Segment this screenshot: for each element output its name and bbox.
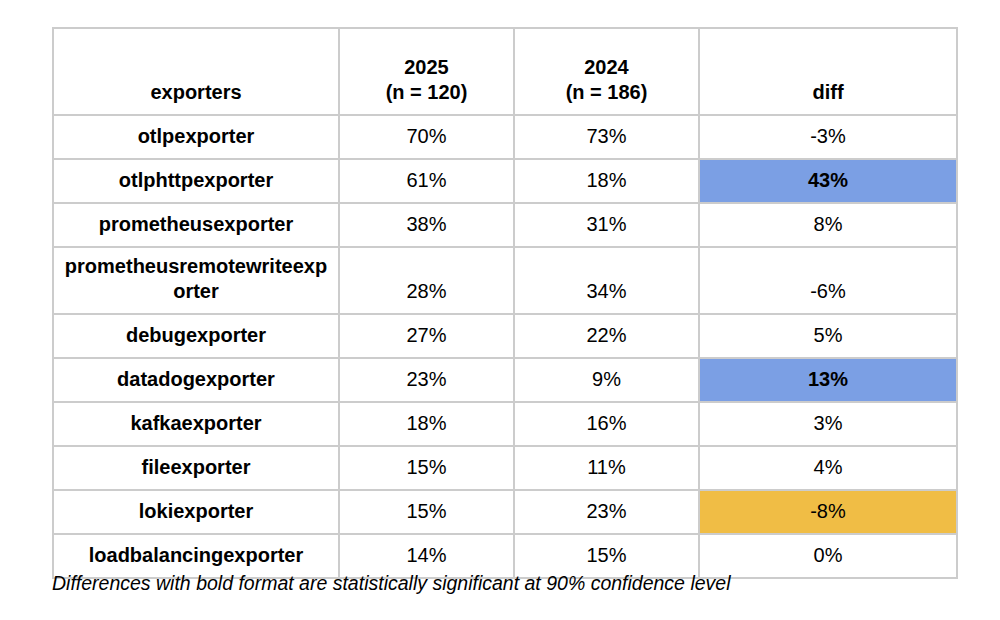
exporters-table-container: exporters 2025 (n = 120) 2024 (n = 186) … <box>52 27 958 579</box>
exporter-name-cell: otlpexporter <box>53 115 339 159</box>
table-row: kafkaexporter 18% 16% 3% <box>53 402 957 446</box>
header-2025: 2025 (n = 120) <box>339 28 514 115</box>
header-2024: 2024 (n = 186) <box>514 28 699 115</box>
diff-cell: 8% <box>699 203 957 247</box>
diff-cell: 5% <box>699 314 957 358</box>
diff-cell: -8% <box>699 490 957 534</box>
exporter-name-cell: debugexporter <box>53 314 339 358</box>
value-2024-cell: 31% <box>514 203 699 247</box>
table-header-row: exporters 2025 (n = 120) 2024 (n = 186) … <box>53 28 957 115</box>
significance-footnote: Differences with bold format are statist… <box>52 572 731 595</box>
diff-cell: -3% <box>699 115 957 159</box>
value-2025-cell: 15% <box>339 490 514 534</box>
exporters-table: exporters 2025 (n = 120) 2024 (n = 186) … <box>52 27 958 579</box>
value-2024-cell: 18% <box>514 159 699 203</box>
exporter-name-cell: prometheusexporter <box>53 203 339 247</box>
value-2025-cell: 15% <box>339 446 514 490</box>
value-2025-cell: 70% <box>339 115 514 159</box>
value-2024-cell: 34% <box>514 247 699 314</box>
page: exporters 2025 (n = 120) 2024 (n = 186) … <box>0 0 1000 620</box>
value-2024-cell: 23% <box>514 490 699 534</box>
value-2025-cell: 61% <box>339 159 514 203</box>
exporter-name-cell: prometheusremotewriteexporter <box>53 247 339 314</box>
diff-cell: -6% <box>699 247 957 314</box>
value-2024-cell: 16% <box>514 402 699 446</box>
diff-cell: 0% <box>699 534 957 578</box>
value-2025-cell: 38% <box>339 203 514 247</box>
value-2024-cell: 22% <box>514 314 699 358</box>
header-diff: diff <box>699 28 957 115</box>
table-row: lokiexporter 15% 23% -8% <box>53 490 957 534</box>
table-row: prometheusexporter 38% 31% 8% <box>53 203 957 247</box>
diff-cell: 3% <box>699 402 957 446</box>
table-body: otlpexporter 70% 73% -3% otlphttpexporte… <box>53 115 957 578</box>
value-2025-cell: 23% <box>339 358 514 402</box>
table-row: debugexporter 27% 22% 5% <box>53 314 957 358</box>
value-2024-cell: 11% <box>514 446 699 490</box>
exporter-name-cell: datadogexporter <box>53 358 339 402</box>
header-exporters: exporters <box>53 28 339 115</box>
exporter-name-cell: fileexporter <box>53 446 339 490</box>
value-2025-cell: 28% <box>339 247 514 314</box>
value-2025-cell: 27% <box>339 314 514 358</box>
exporter-name-cell: lokiexporter <box>53 490 339 534</box>
table-row: prometheusremotewriteexporter 28% 34% -6… <box>53 247 957 314</box>
table-row: otlpexporter 70% 73% -3% <box>53 115 957 159</box>
exporter-name-cell: otlphttpexporter <box>53 159 339 203</box>
value-2024-cell: 73% <box>514 115 699 159</box>
diff-cell: 43% <box>699 159 957 203</box>
diff-cell: 4% <box>699 446 957 490</box>
table-row: otlphttpexporter 61% 18% 43% <box>53 159 957 203</box>
table-row: fileexporter 15% 11% 4% <box>53 446 957 490</box>
diff-cell: 13% <box>699 358 957 402</box>
value-2024-cell: 9% <box>514 358 699 402</box>
value-2025-cell: 18% <box>339 402 514 446</box>
exporter-name-cell: kafkaexporter <box>53 402 339 446</box>
table-row: datadogexporter 23% 9% 13% <box>53 358 957 402</box>
